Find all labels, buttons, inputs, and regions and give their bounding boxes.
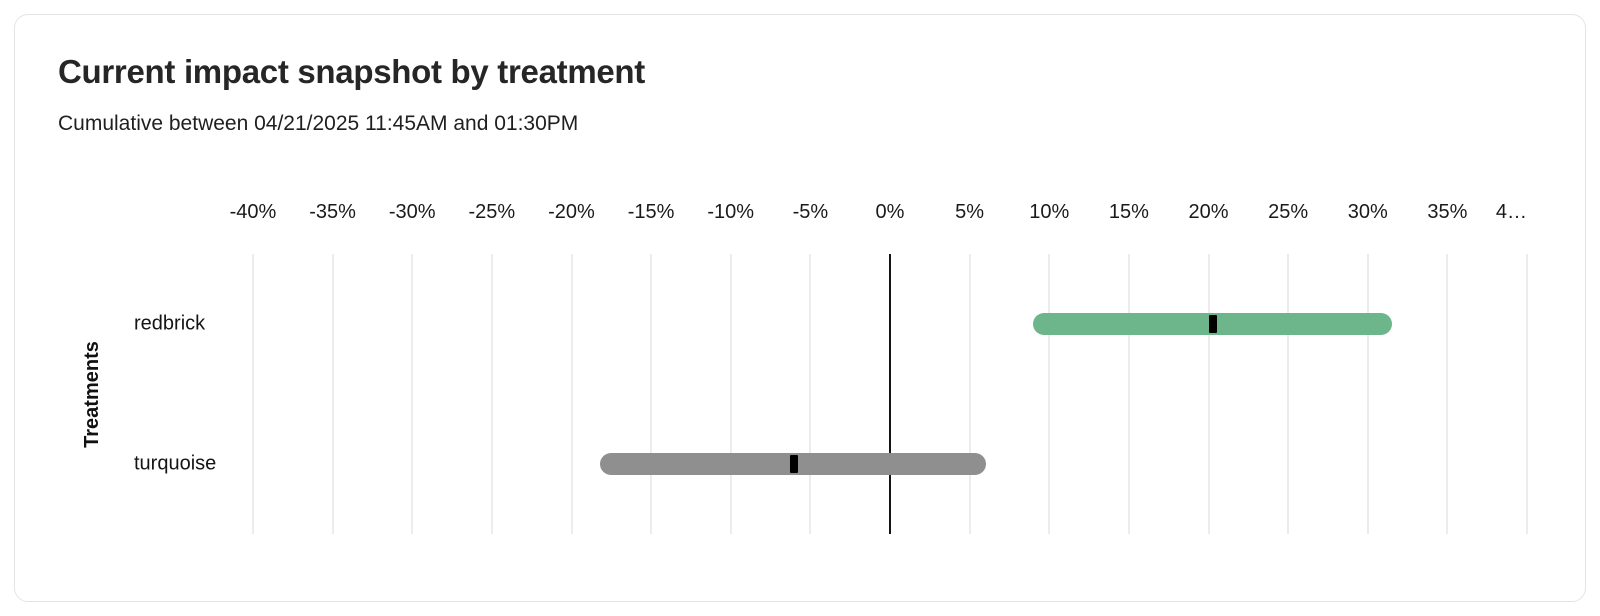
gridline — [968, 254, 971, 534]
gridline — [729, 254, 732, 534]
x-tick-label: 0% — [875, 201, 905, 223]
chart-title: Current impact snapshot by treatment — [58, 53, 645, 90]
impact-chart: Treatments -40% -35% -30% -25% -20% -15% -10% -… — [15, 15, 1585, 601]
x-tick-label: 25% — [1268, 201, 1309, 223]
y-axis-title-wrap: Treatments — [63, 254, 121, 534]
zero-baseline — [889, 254, 891, 534]
gridline — [252, 254, 254, 534]
x-tick-label: 10% — [1029, 201, 1070, 223]
x-tick-label: -15% — [627, 201, 675, 223]
gridline — [1287, 254, 1290, 534]
category-label-redbrick: redbrick — [134, 312, 206, 335]
gridline — [490, 254, 493, 534]
gridline — [1048, 254, 1051, 534]
x-tick-label: -10% — [707, 201, 755, 223]
gridline — [331, 254, 334, 534]
x-tick-label: -5% — [792, 201, 829, 223]
gridline — [809, 254, 812, 534]
gridline — [1207, 254, 1210, 534]
point-estimate-marker-redbrick — [1209, 315, 1218, 333]
gridline — [570, 254, 573, 534]
x-tick-label: 5% — [955, 201, 985, 223]
gridline — [1127, 254, 1130, 534]
x-tick-label: 20% — [1188, 201, 1229, 223]
x-tick-label: -40% — [229, 201, 277, 223]
chart-card: Current impact snapshot by treatment Cum… — [14, 14, 1586, 602]
gridline — [1366, 254, 1369, 534]
point-estimate-marker-turquoise — [790, 455, 799, 473]
x-tick-label: 4… — [1495, 201, 1527, 223]
gridline — [650, 254, 653, 534]
y-axis-title: Treatments — [80, 340, 103, 448]
x-tick-label: -25% — [468, 201, 516, 223]
x-tick-label: -35% — [309, 201, 356, 223]
x-tick-label: 15% — [1108, 201, 1149, 223]
x-axis-row: -40% -35% -30% -25% -20% -15% -10% -5% 0% 5% 10% 15… — [230, 201, 1527, 227]
gridline — [411, 254, 414, 534]
x-tick-label: 35% — [1427, 201, 1468, 223]
category-label-turquoise: turquoise — [134, 452, 217, 475]
plot-area — [252, 254, 1528, 534]
x-tick-label: 30% — [1347, 201, 1388, 223]
category-labels: redbrick turquoise — [134, 254, 249, 534]
gridline — [1526, 254, 1528, 534]
chart-subtitle: Cumulative between 04/21/2025 11:45AM an… — [58, 112, 579, 135]
x-tick-label: -30% — [388, 201, 436, 223]
x-tick-label: -20% — [548, 201, 595, 223]
gridline — [1446, 254, 1449, 534]
